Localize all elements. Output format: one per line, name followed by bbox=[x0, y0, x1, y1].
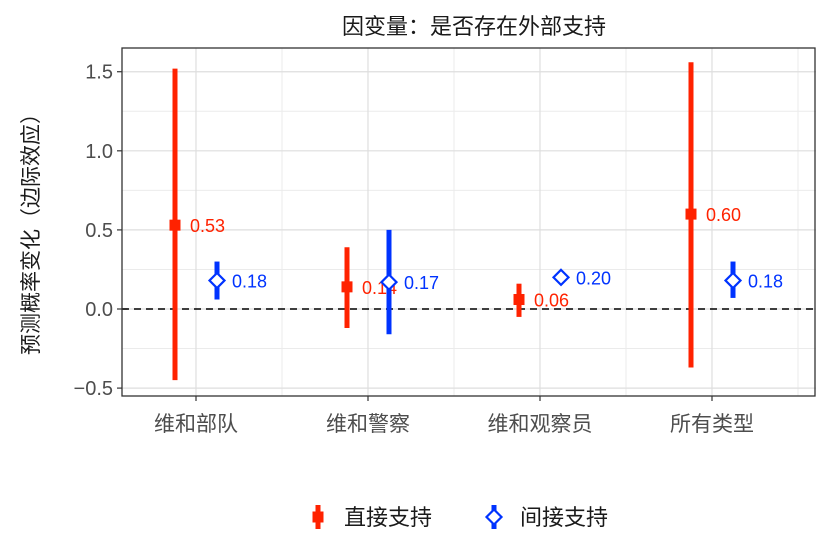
data-label: 0.06 bbox=[534, 291, 569, 311]
legend: 直接支持 间接支持 bbox=[312, 505, 608, 531]
data-label: 0.18 bbox=[232, 272, 267, 292]
y-tick-label: 1.5 bbox=[85, 62, 113, 84]
y-tick-label: 0.0 bbox=[85, 299, 113, 321]
point-marker bbox=[379, 273, 399, 292]
point-marker bbox=[513, 294, 525, 306]
legend-item: 间接支持 bbox=[484, 505, 608, 531]
chart-title: 因变量：是否存在外部支持 bbox=[342, 15, 606, 40]
point-marker bbox=[723, 271, 743, 290]
point-marker bbox=[551, 268, 571, 287]
legend-key-marker bbox=[312, 511, 324, 523]
data-label: 0.60 bbox=[706, 205, 741, 225]
y-tick-label: −0.5 bbox=[74, 378, 113, 400]
data-label: 0.20 bbox=[576, 268, 611, 288]
legend-item: 直接支持 bbox=[312, 505, 432, 531]
panel-border bbox=[121, 47, 816, 397]
x-tick-label: 维和警察 bbox=[326, 412, 410, 436]
y-tick-label: 0.5 bbox=[85, 220, 113, 242]
plot-panel: −0.5 0.0 0.5 1.0 1.5 维和部队 维和警察 维和观察员 所有类型 0.53 0.1… bbox=[74, 47, 816, 436]
y-axis-label: 预测概率变化（边际效应） bbox=[19, 103, 43, 355]
data-label: 0.17 bbox=[404, 273, 439, 293]
x-tick-label: 所有类型 bbox=[670, 412, 754, 436]
point-marker bbox=[207, 271, 227, 290]
y-tick-label: 1.0 bbox=[85, 141, 113, 163]
x-tick-label: 维和观察员 bbox=[488, 412, 593, 436]
point-marker bbox=[685, 208, 697, 220]
point-marker bbox=[341, 281, 353, 293]
legend-label: 直接支持 bbox=[344, 506, 432, 531]
legend-label: 间接支持 bbox=[520, 506, 608, 531]
data-label: 0.18 bbox=[748, 272, 783, 292]
legend-key-marker bbox=[484, 507, 504, 527]
data-label: 0.53 bbox=[190, 216, 225, 236]
x-tick-label: 维和部队 bbox=[154, 412, 238, 436]
point-marker bbox=[169, 219, 181, 231]
